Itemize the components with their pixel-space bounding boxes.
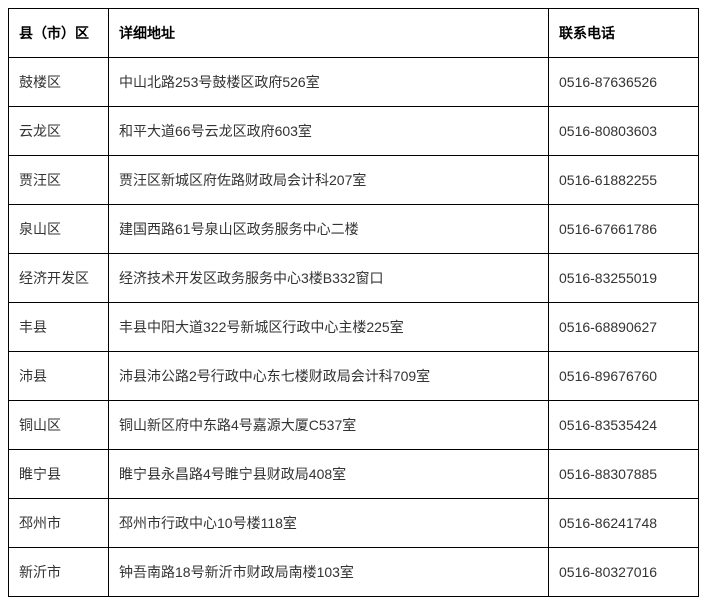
- cell-phone: 0516-83535424: [549, 401, 699, 450]
- cell-district: 沛县: [9, 352, 109, 401]
- table-row: 铜山区 铜山新区府中东路4号嘉源大厦C537室 0516-83535424: [9, 401, 699, 450]
- table-row: 经济开发区 经济技术开发区政务服务中心3楼B332窗口 0516-8325501…: [9, 254, 699, 303]
- cell-address: 经济技术开发区政务服务中心3楼B332窗口: [109, 254, 549, 303]
- cell-address: 沛县沛公路2号行政中心东七楼财政局会计科709室: [109, 352, 549, 401]
- cell-phone: 0516-87636526: [549, 58, 699, 107]
- cell-district: 铜山区: [9, 401, 109, 450]
- cell-phone: 0516-67661786: [549, 205, 699, 254]
- cell-district: 丰县: [9, 303, 109, 352]
- cell-address: 铜山新区府中东路4号嘉源大厦C537室: [109, 401, 549, 450]
- cell-phone: 0516-80803603: [549, 107, 699, 156]
- table-row: 贾汪区 贾汪区新城区府佐路财政局会计科207室 0516-61882255: [9, 156, 699, 205]
- header-address: 详细地址: [109, 9, 549, 58]
- table-row: 丰县 丰县中阳大道322号新城区行政中心主楼225室 0516-68890627: [9, 303, 699, 352]
- cell-address: 贾汪区新城区府佐路财政局会计科207室: [109, 156, 549, 205]
- cell-phone: 0516-89676760: [549, 352, 699, 401]
- table-row: 泉山区 建国西路61号泉山区政务服务中心二楼 0516-67661786: [9, 205, 699, 254]
- header-phone: 联系电话: [549, 9, 699, 58]
- cell-district: 睢宁县: [9, 450, 109, 499]
- cell-phone: 0516-61882255: [549, 156, 699, 205]
- table-header-row: 县（市）区 详细地址 联系电话: [9, 9, 699, 58]
- cell-phone: 0516-83255019: [549, 254, 699, 303]
- cell-phone: 0516-68890627: [549, 303, 699, 352]
- cell-district: 经济开发区: [9, 254, 109, 303]
- table-row: 睢宁县 睢宁县永昌路4号睢宁县财政局408室 0516-88307885: [9, 450, 699, 499]
- table-row: 沛县 沛县沛公路2号行政中心东七楼财政局会计科709室 0516-8967676…: [9, 352, 699, 401]
- cell-district: 泉山区: [9, 205, 109, 254]
- cell-district: 新沂市: [9, 548, 109, 597]
- cell-phone: 0516-88307885: [549, 450, 699, 499]
- cell-district: 鼓楼区: [9, 58, 109, 107]
- cell-address: 钟吾南路18号新沂市财政局南楼103室: [109, 548, 549, 597]
- cell-address: 睢宁县永昌路4号睢宁县财政局408室: [109, 450, 549, 499]
- cell-phone: 0516-80327016: [549, 548, 699, 597]
- table-body: 鼓楼区 中山北路253号鼓楼区政府526室 0516-87636526 云龙区 …: [9, 58, 699, 597]
- cell-address: 中山北路253号鼓楼区政府526室: [109, 58, 549, 107]
- cell-address: 丰县中阳大道322号新城区行政中心主楼225室: [109, 303, 549, 352]
- table-header: 县（市）区 详细地址 联系电话: [9, 9, 699, 58]
- cell-district: 邳州市: [9, 499, 109, 548]
- table-row: 新沂市 钟吾南路18号新沂市财政局南楼103室 0516-80327016: [9, 548, 699, 597]
- district-contact-table: 县（市）区 详细地址 联系电话 鼓楼区 中山北路253号鼓楼区政府526室 05…: [8, 8, 699, 597]
- cell-address: 和平大道66号云龙区政府603室: [109, 107, 549, 156]
- cell-phone: 0516-86241748: [549, 499, 699, 548]
- cell-district: 贾汪区: [9, 156, 109, 205]
- table-row: 鼓楼区 中山北路253号鼓楼区政府526室 0516-87636526: [9, 58, 699, 107]
- header-district: 县（市）区: [9, 9, 109, 58]
- cell-district: 云龙区: [9, 107, 109, 156]
- cell-address: 建国西路61号泉山区政务服务中心二楼: [109, 205, 549, 254]
- table-row: 邳州市 邳州市行政中心10号楼118室 0516-86241748: [9, 499, 699, 548]
- cell-address: 邳州市行政中心10号楼118室: [109, 499, 549, 548]
- table-row: 云龙区 和平大道66号云龙区政府603室 0516-80803603: [9, 107, 699, 156]
